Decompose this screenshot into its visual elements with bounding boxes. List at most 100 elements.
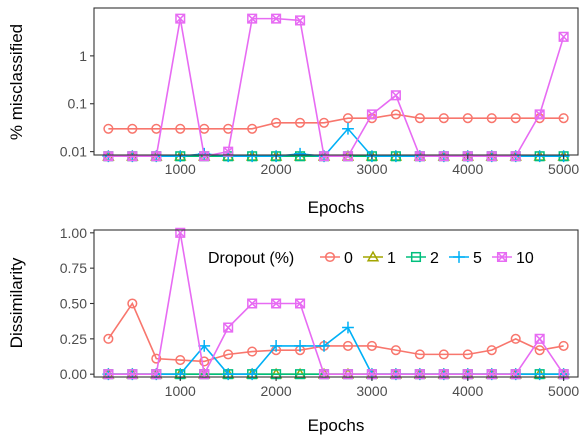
legend-item-1: 1 xyxy=(363,250,396,267)
legend-item-5: 5 xyxy=(449,250,482,267)
legend-items: 0 1 2 5 10 xyxy=(320,250,534,267)
data-point xyxy=(390,109,401,120)
x-tick-label: 2000 xyxy=(261,161,292,177)
data-point xyxy=(510,333,521,344)
data-point xyxy=(462,113,473,124)
data-point xyxy=(486,151,497,162)
data-point xyxy=(295,15,306,26)
y-tick-label: 0.25 xyxy=(60,331,87,347)
top-y-ticks: 0.01 0.1 1 xyxy=(60,48,94,160)
data-point xyxy=(271,117,282,128)
x-tick-label: 2000 xyxy=(261,383,292,399)
legend-key-marker xyxy=(496,251,508,263)
data-point xyxy=(438,151,449,162)
data-point xyxy=(318,340,330,352)
data-point xyxy=(342,321,354,334)
data-point xyxy=(222,368,235,381)
data-point xyxy=(270,340,282,352)
legend-label: 0 xyxy=(344,250,353,267)
data-point xyxy=(175,123,186,134)
data-point xyxy=(366,109,377,120)
data-point xyxy=(390,90,401,101)
x-tick-label: 5000 xyxy=(548,161,579,177)
data-point xyxy=(103,151,114,162)
data-point xyxy=(103,333,114,344)
data-point xyxy=(175,354,186,366)
bottom-series-layer xyxy=(102,227,570,381)
bottom-y-ticks: 0.00 0.25 0.50 0.75 1.00 xyxy=(60,225,94,382)
data-point xyxy=(246,368,259,381)
data-point xyxy=(175,13,186,24)
data-point xyxy=(486,345,497,356)
legend-key-marker xyxy=(366,250,380,262)
data-point xyxy=(103,123,114,134)
top-x-axis-title: Epochs xyxy=(308,198,365,217)
y-tick-label: 0.50 xyxy=(60,296,87,312)
data-point xyxy=(295,369,306,380)
x-tick-label: 1000 xyxy=(165,161,196,177)
data-point xyxy=(534,333,545,344)
legend-label: 1 xyxy=(387,250,396,267)
data-point xyxy=(510,113,521,124)
legend-label: 10 xyxy=(516,250,534,267)
x-tick-label: 3000 xyxy=(356,383,387,399)
legend-title: Dropout (%) xyxy=(208,250,294,267)
data-point xyxy=(366,340,377,351)
data-point xyxy=(318,151,330,162)
data-point xyxy=(199,151,210,162)
data-point xyxy=(558,31,569,42)
data-point xyxy=(127,298,138,309)
data-point xyxy=(558,113,569,124)
data-point xyxy=(534,109,545,120)
data-point xyxy=(127,123,138,134)
top-panel-border xyxy=(93,7,579,156)
data-point xyxy=(223,349,234,360)
y-tick-label: 0.1 xyxy=(68,96,88,112)
bottom-y-axis-title: Dissimilarity xyxy=(7,257,26,348)
data-point xyxy=(271,13,282,24)
legend-item-10: 10 xyxy=(492,250,534,267)
panel-top: 1000 2000 3000 4000 5000 0.01 0.1 1 Epochs % m… xyxy=(7,7,579,217)
data-point xyxy=(342,340,354,351)
data-point xyxy=(342,151,354,162)
legend-key-marker xyxy=(324,251,336,263)
data-point xyxy=(342,122,354,135)
data-point xyxy=(247,123,258,134)
series-10 xyxy=(103,13,569,162)
data-point xyxy=(390,150,402,163)
data-point xyxy=(486,113,497,124)
data-point xyxy=(294,340,306,352)
data-point xyxy=(414,151,425,162)
data-point xyxy=(247,346,258,357)
bottom-x-axis-title: Epochs xyxy=(308,416,365,435)
bottom-x-ticks: 1000 2000 3000 4000 5000 xyxy=(165,377,579,399)
data-point xyxy=(390,345,401,356)
data-point xyxy=(438,349,449,360)
data-point xyxy=(533,368,546,381)
legend-item-0: 0 xyxy=(320,250,353,267)
data-point xyxy=(295,298,306,309)
data-point xyxy=(294,147,306,160)
top-x-ticks: 1000 2000 3000 4000 5000 xyxy=(165,155,579,177)
legend-key-marker xyxy=(410,251,422,263)
top-series-layer xyxy=(102,13,570,163)
data-point xyxy=(558,340,569,351)
x-tick-label: 4000 xyxy=(452,383,483,399)
data-point xyxy=(414,113,425,124)
data-point xyxy=(533,150,546,163)
legend-label: 2 xyxy=(430,250,439,267)
legend: Dropout (%) 0 1 2 5 10 xyxy=(200,238,576,274)
legend-background xyxy=(200,238,576,274)
data-point xyxy=(151,151,162,162)
legend-label: 5 xyxy=(473,250,482,267)
data-point xyxy=(318,117,330,128)
data-point xyxy=(198,340,211,352)
data-point xyxy=(127,151,138,162)
data-point xyxy=(342,113,354,124)
data-point xyxy=(295,117,306,128)
y-tick-label: 0.00 xyxy=(60,366,87,382)
y-tick-label: 1.00 xyxy=(60,225,87,241)
y-tick-label: 1 xyxy=(79,48,87,64)
legend-item-2: 2 xyxy=(406,250,439,267)
